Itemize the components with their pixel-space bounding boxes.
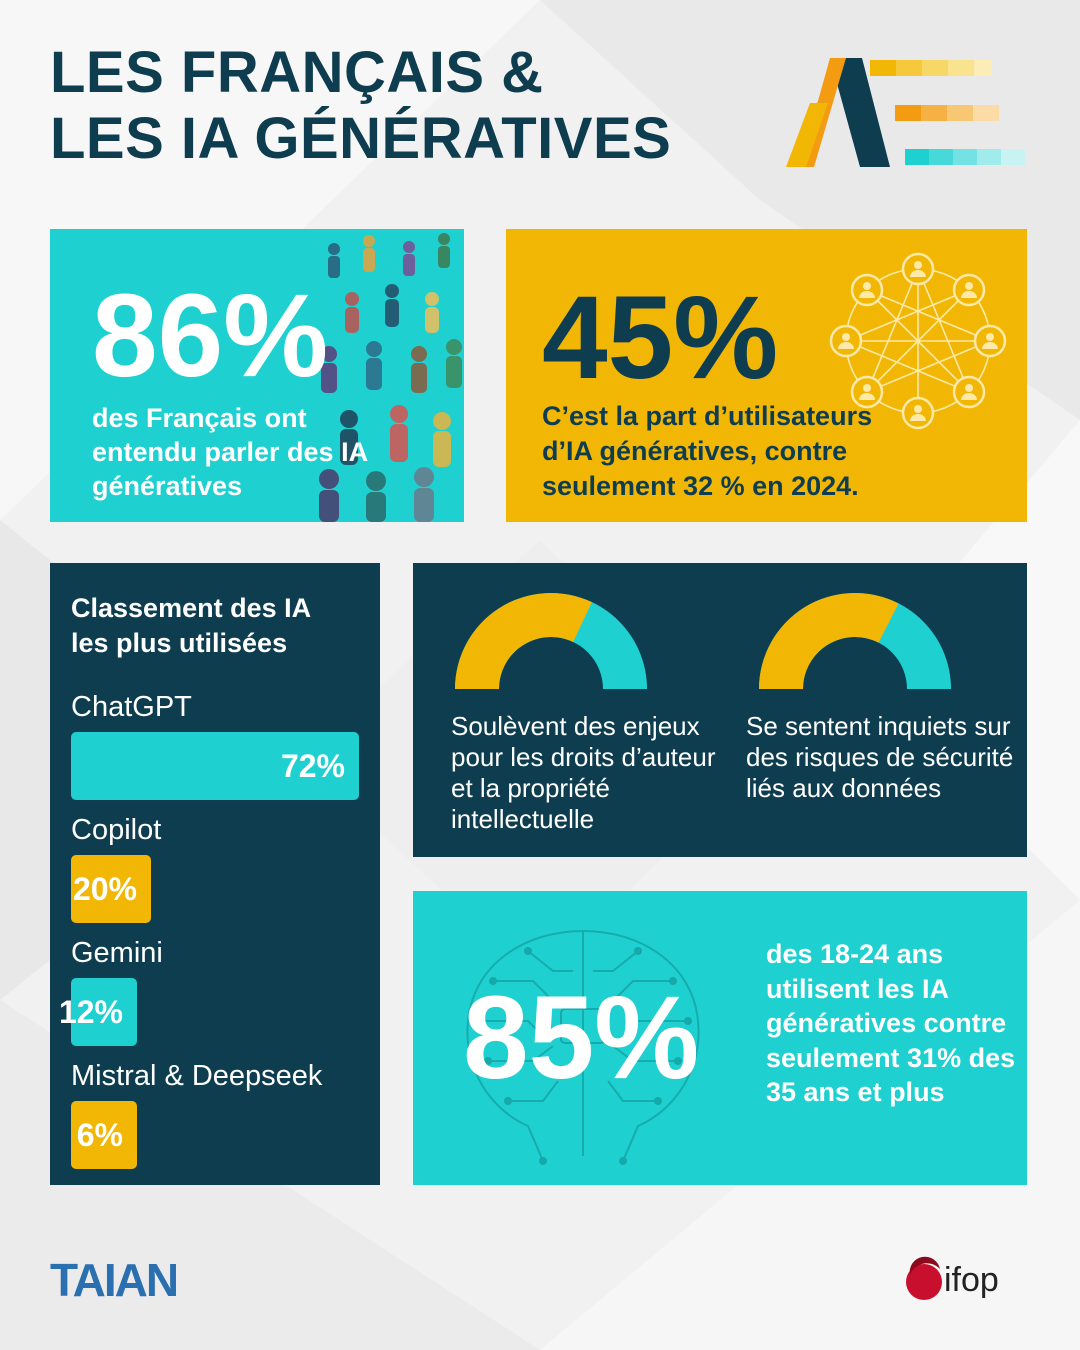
ifop-logo: ifop: [902, 1255, 1032, 1305]
ranking-title: Classement des IA les plus utilisées: [71, 593, 311, 658]
ifop-logo-mark: ifop: [906, 1256, 999, 1300]
brain-circuit-illustration: [466, 930, 700, 1165]
awareness-text: des Français ont entendu parler des IA g…: [92, 403, 368, 501]
page-title: LES FRANÇAIS & LES IA GÉNÉRATIVES: [50, 40, 750, 172]
concerns-card: 64% Soulèvent des enjeux pour les droits…: [413, 563, 1027, 857]
taian-logo-text: TAIAN: [50, 1256, 177, 1302]
gauge-copyright-value: 64%: [512, 649, 590, 691]
awareness-value: 86%: [92, 270, 329, 402]
ifop-logo-text: ifop: [944, 1261, 999, 1299]
network-icon: [829, 252, 1007, 430]
youth-text: des 18-24 ans utilisent les IA générativ…: [766, 939, 1016, 1107]
users-card: 45% C’est la part d’utilisateurs d’IA gé…: [506, 229, 1027, 522]
ae-logo: [786, 58, 1025, 167]
gauge-copyright-text: Soulèvent des enjeux pour les droits d’a…: [451, 711, 716, 834]
crowd-illustration: [319, 233, 462, 522]
taian-logo: TAIAN: [50, 1256, 179, 1302]
awareness-card: 86% des Français ont entendu parler des …: [50, 229, 464, 522]
title-line-2: LES IA GÉNÉRATIVES: [50, 106, 672, 171]
gauge-security-text: Se sentent inquiets sur des risques de s…: [746, 711, 1014, 803]
users-value: 45%: [542, 272, 779, 404]
ranking-label-2: Gemini: [71, 937, 163, 969]
youth-value: 85%: [463, 972, 700, 1104]
gauge-security-chart: [759, 593, 951, 689]
users-text: C’est la part d’utilisateurs d’IA généra…: [542, 401, 873, 501]
ranking-label-1: Copilot: [71, 814, 162, 846]
ranking-label-0: ChatGPT: [71, 691, 192, 723]
ranking-bar-0: 72%: [71, 732, 359, 800]
gauge-security-value: 65%: [816, 649, 894, 691]
gauge-copyright-chart: [455, 593, 647, 689]
ranking-card: Classement des IA les plus utilisées Cha…: [50, 563, 380, 1185]
ranking-label-3: Mistral & Deepseek: [71, 1060, 323, 1092]
youth-card: 85% des 18-24 ans utilisent les IA génér…: [413, 891, 1027, 1185]
ranking-bar-2: 12%: [59, 978, 137, 1046]
logo-stripes: [870, 60, 1025, 165]
title-line-1: LES FRANÇAIS &: [50, 40, 544, 105]
ranking-bar-1: 20%: [71, 855, 151, 923]
ranking-bar-3: 6%: [71, 1101, 137, 1169]
